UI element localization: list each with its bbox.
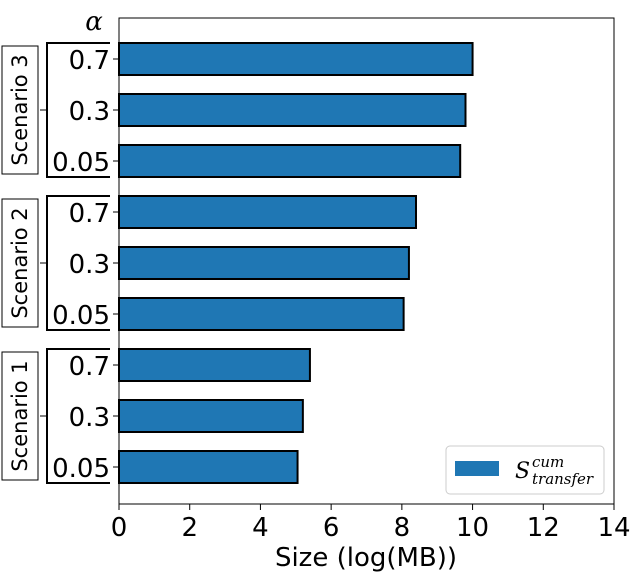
legend-label-main: S: [515, 459, 530, 484]
bar: [118, 42, 474, 76]
group-bracket: [46, 42, 110, 178]
bar: [118, 297, 405, 331]
y-tick-label: 0.7: [69, 352, 110, 382]
x-tick-label: 6: [323, 513, 340, 543]
x-tick-label: 10: [456, 513, 489, 543]
y-axis-label: α: [85, 7, 103, 37]
x-tick-label: 4: [252, 513, 269, 543]
group-bracket: [46, 348, 110, 484]
group-brackets: Scenario 3 Scenario 2 Scenario 1: [1, 42, 110, 484]
group-label-box: [1, 198, 39, 328]
y-tick-label: 0.3: [69, 250, 110, 280]
group-label: Scenario 3: [8, 54, 32, 165]
bar: [118, 195, 417, 229]
group-label: Scenario 2: [8, 207, 32, 318]
y-tick-label: 0.05: [52, 301, 110, 331]
group-label: Scenario 1: [8, 360, 32, 471]
bar: [118, 246, 410, 280]
x-tick-label: 14: [597, 513, 630, 543]
group-bracket: [46, 195, 110, 331]
x-tick-label: 8: [394, 513, 411, 543]
legend-label: S cum transfer: [515, 452, 594, 488]
legend-swatch: [455, 461, 499, 476]
y-tick-label: 0.3: [69, 403, 110, 433]
x-tick-label: 2: [181, 513, 198, 543]
legend-label-sup: cum: [532, 453, 564, 471]
group-label-box: [1, 45, 39, 175]
bar: [118, 450, 299, 484]
legend-frame: [445, 445, 605, 495]
y-tick-label: 0.3: [69, 97, 110, 127]
y-axis: 0.7 0.3 0.05 0.7 0.3 0.05 0.7 0.3 0.05: [52, 46, 119, 484]
bar: [118, 93, 467, 127]
group-label-box: [1, 351, 39, 481]
x-tick-label: 0: [111, 513, 128, 543]
bars-layer: [118, 42, 474, 484]
y-tick-label: 0.05: [52, 148, 110, 178]
x-axis: 0 2 4 6 8 10 12 14: [111, 504, 631, 543]
bar: [118, 144, 462, 178]
bar: [118, 399, 304, 433]
y-tick-label: 0.7: [69, 46, 110, 76]
x-tick-label: 12: [527, 513, 560, 543]
y-tick-label: 0.05: [52, 454, 110, 484]
x-axis-label: Size (log(MB)): [275, 543, 457, 573]
legend-label-sub: transfer: [532, 470, 594, 488]
y-tick-label: 0.7: [69, 199, 110, 229]
plot-frame: [118, 17, 615, 505]
bar: [118, 348, 311, 382]
legend: S cum transfer: [445, 445, 605, 495]
